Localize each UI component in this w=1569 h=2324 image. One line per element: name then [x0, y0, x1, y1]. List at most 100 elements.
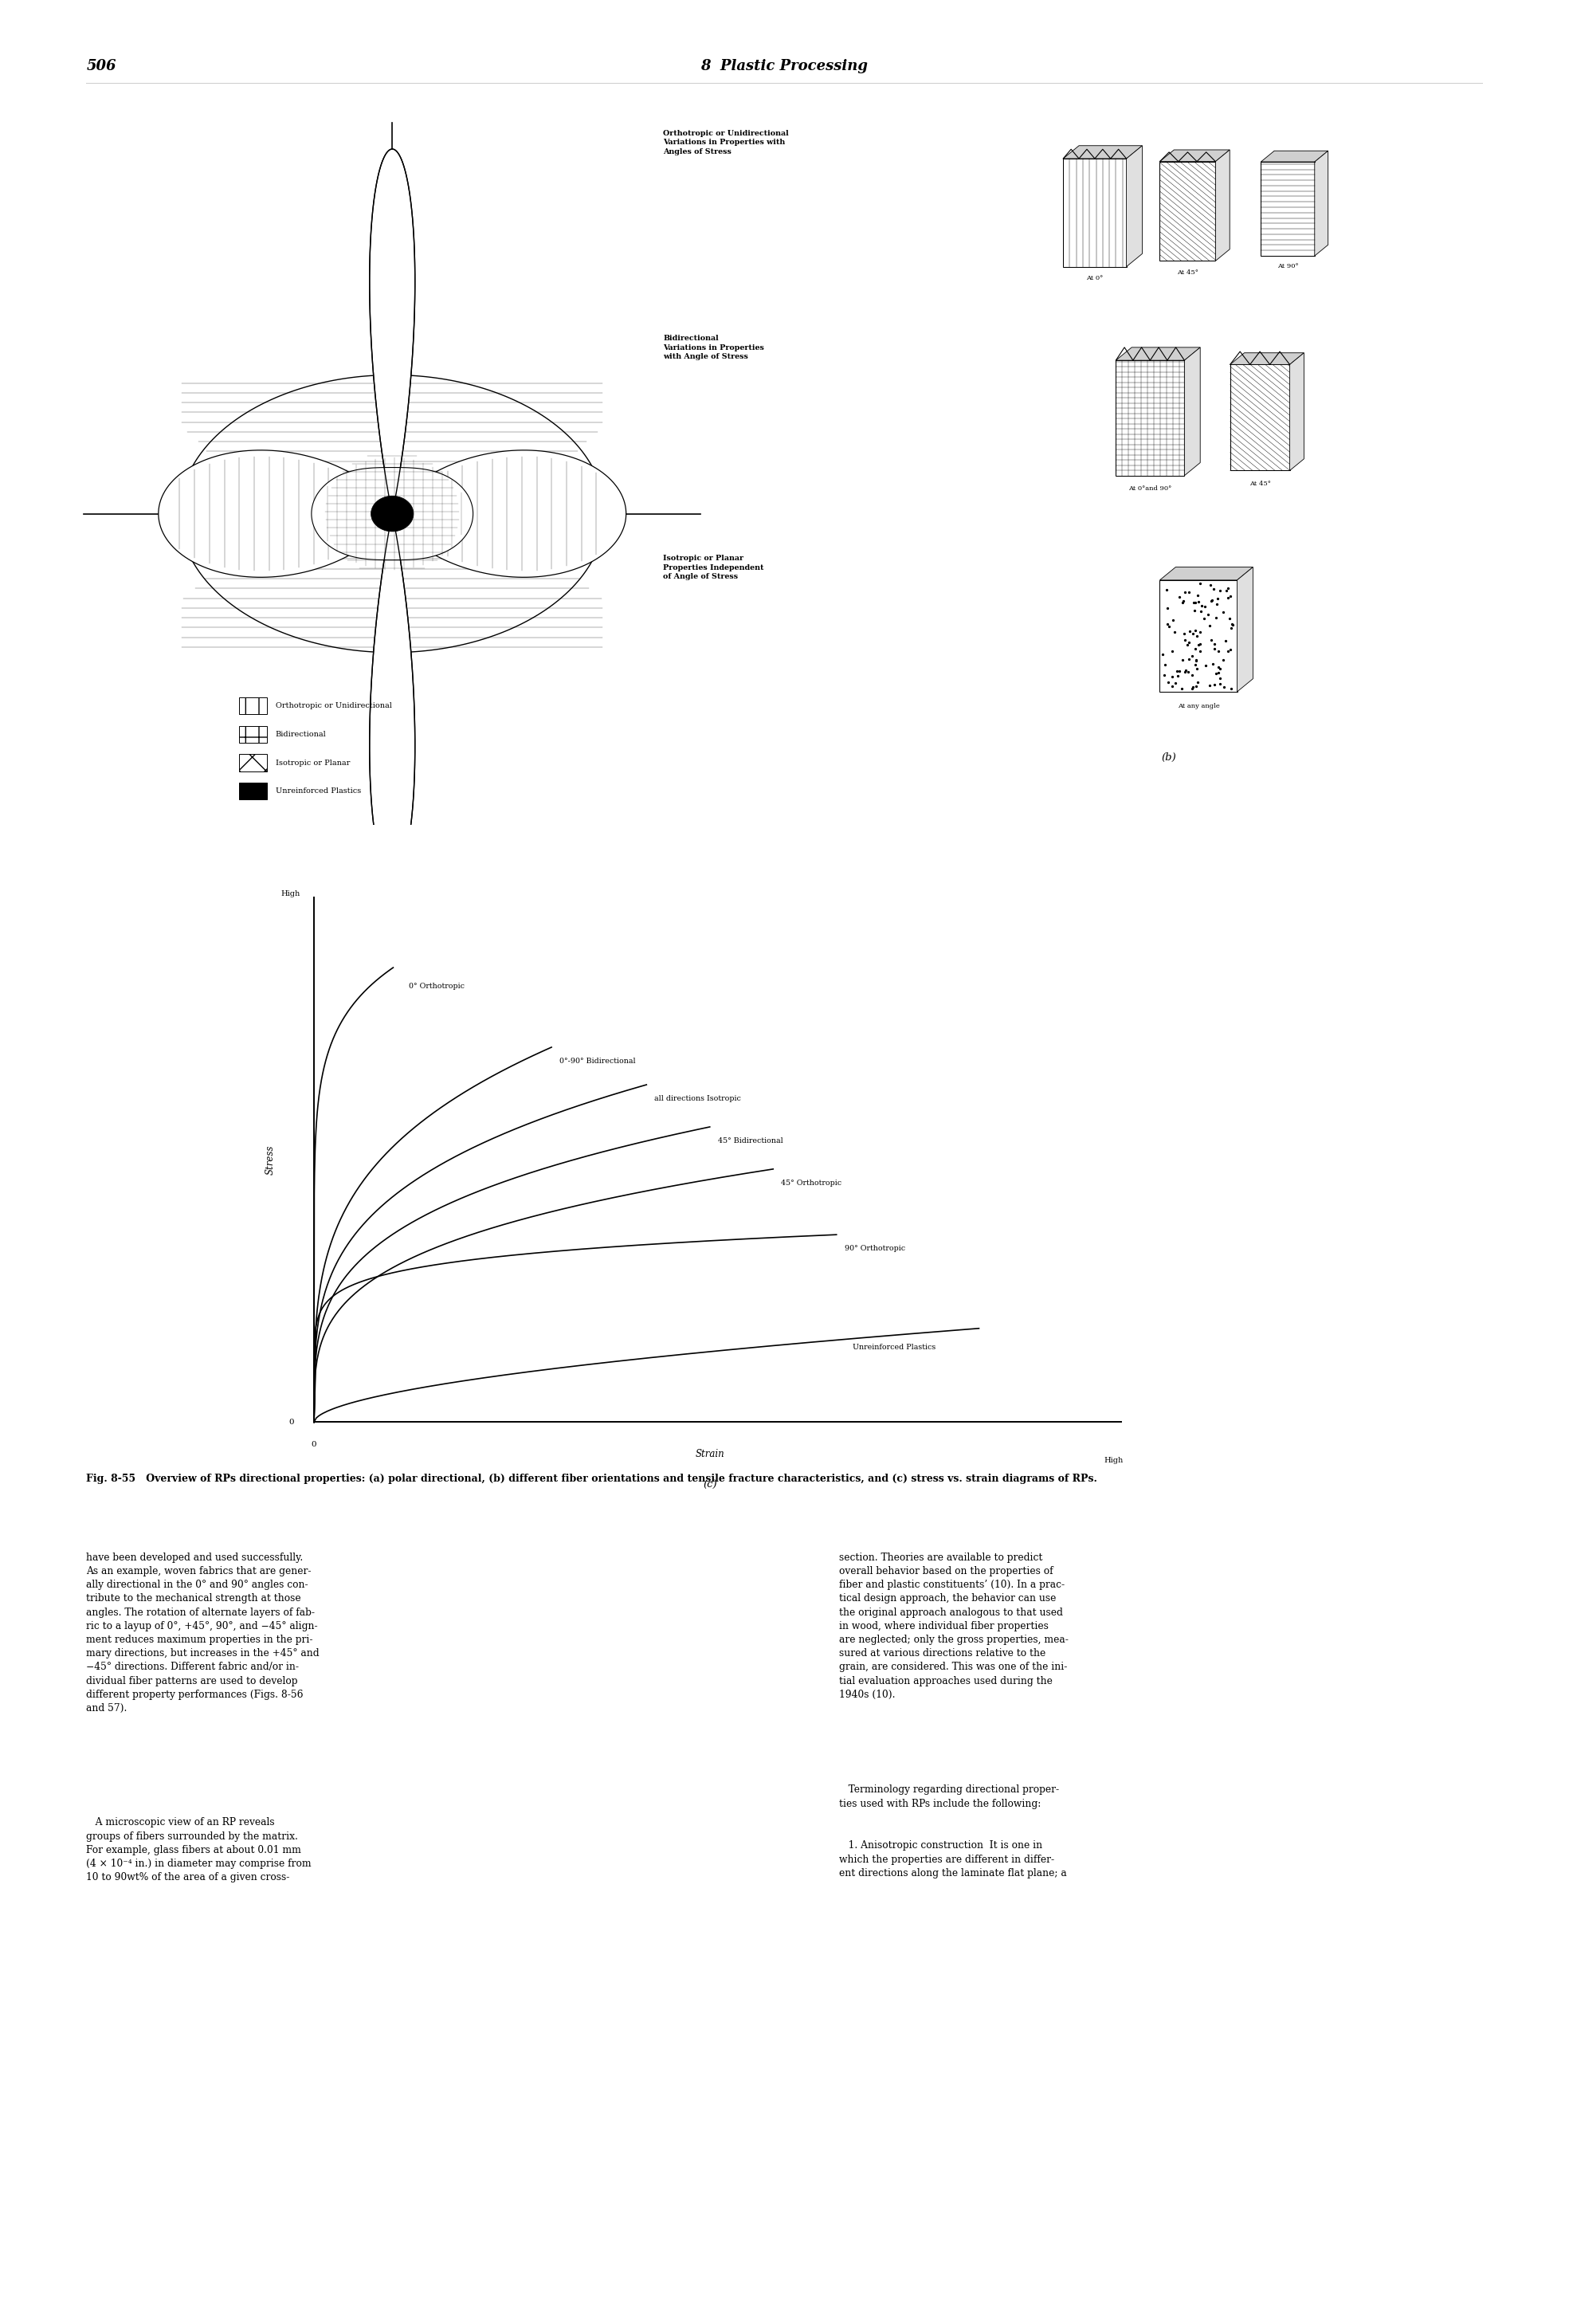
- Point: [1192, 646, 1218, 683]
- Point: [1186, 625, 1211, 662]
- Point: [1188, 565, 1213, 602]
- Point: [1200, 569, 1225, 607]
- Text: 45° Bidirectional: 45° Bidirectional: [717, 1136, 783, 1143]
- Point: [1164, 653, 1189, 690]
- Text: At any angle: At any angle: [1177, 702, 1219, 709]
- Point: [1199, 621, 1224, 658]
- Point: [1153, 646, 1178, 683]
- Text: At 90°: At 90°: [1277, 263, 1298, 270]
- Point: [1199, 581, 1224, 618]
- Point: [1219, 607, 1244, 644]
- Text: 0: 0: [289, 1418, 295, 1425]
- Point: [1177, 614, 1202, 651]
- Polygon shape: [1236, 567, 1254, 693]
- Text: 8  Plastic Processing: 8 Plastic Processing: [701, 58, 868, 74]
- Point: [1197, 607, 1222, 644]
- Point: [1203, 586, 1229, 623]
- Point: [1207, 651, 1232, 688]
- Point: [1208, 665, 1233, 702]
- Polygon shape: [392, 451, 626, 576]
- Text: Stress: Stress: [265, 1146, 276, 1174]
- Point: [1150, 634, 1175, 672]
- Point: [1191, 600, 1216, 637]
- Text: (c): (c): [703, 1480, 717, 1490]
- Point: [1200, 646, 1225, 683]
- Point: [1185, 576, 1210, 614]
- Point: [1172, 623, 1197, 660]
- Point: [1180, 658, 1205, 695]
- Polygon shape: [1216, 149, 1230, 260]
- Text: 45° Orthotropic: 45° Orthotropic: [781, 1181, 841, 1188]
- Text: Isotropic or Planar: Isotropic or Planar: [275, 760, 350, 767]
- Text: At 45°: At 45°: [1249, 481, 1271, 486]
- Polygon shape: [1127, 146, 1142, 267]
- Point: [1203, 655, 1229, 693]
- Point: [1218, 576, 1243, 614]
- Text: 506: 506: [86, 58, 116, 74]
- Point: [1218, 632, 1243, 669]
- Point: [1214, 572, 1240, 609]
- Text: High: High: [1105, 1457, 1123, 1464]
- Text: High: High: [281, 890, 300, 897]
- Text: Fig. 8-55   Overview of RPs directional properties: (a) polar directional, (b) d: Fig. 8-55 Overview of RPs directional pr…: [86, 1473, 1097, 1483]
- Polygon shape: [1230, 353, 1304, 365]
- Point: [1207, 572, 1232, 609]
- Polygon shape: [1185, 346, 1200, 476]
- Point: [1211, 669, 1236, 706]
- Text: (a): (a): [384, 809, 400, 820]
- Point: [1177, 641, 1202, 679]
- Bar: [238, 697, 267, 713]
- Point: [1156, 607, 1181, 644]
- Point: [1183, 667, 1208, 704]
- Point: [1218, 600, 1243, 637]
- Point: [1180, 614, 1205, 651]
- Point: [1183, 646, 1208, 683]
- Point: [1175, 625, 1200, 662]
- Text: Orthotropic or Unidirectional: Orthotropic or Unidirectional: [275, 702, 392, 709]
- Point: [1172, 653, 1197, 690]
- Text: At 45°: At 45°: [1177, 270, 1199, 277]
- Point: [1205, 653, 1230, 690]
- Text: Bidirectional: Bidirectional: [275, 730, 326, 739]
- Point: [1170, 641, 1196, 679]
- Bar: [238, 783, 267, 799]
- Point: [1192, 588, 1218, 625]
- Text: Bidirectional
Variations in Properties
with Angle of Stress: Bidirectional Variations in Properties w…: [664, 335, 764, 360]
- Point: [1185, 641, 1210, 679]
- Point: [1213, 623, 1238, 660]
- Point: [1219, 669, 1244, 706]
- Text: At 0°: At 0°: [1086, 274, 1103, 281]
- Polygon shape: [312, 467, 472, 560]
- Text: Isotropic or Planar
Properties Independent
of Angle of Stress: Isotropic or Planar Properties Independe…: [664, 555, 764, 581]
- Text: A microscopic view of an RP reveals
groups of fibers surrounded by the matrix.
F: A microscopic view of an RP reveals grou…: [86, 1817, 312, 1882]
- Point: [1177, 623, 1202, 660]
- Polygon shape: [370, 514, 414, 878]
- Polygon shape: [180, 374, 604, 653]
- Point: [1172, 616, 1197, 653]
- Text: (b): (b): [1161, 753, 1177, 762]
- Point: [1180, 669, 1205, 706]
- Polygon shape: [370, 495, 414, 532]
- Bar: [1261, 163, 1315, 256]
- Point: [1211, 641, 1236, 679]
- Point: [1155, 590, 1180, 627]
- Point: [1167, 579, 1192, 616]
- Text: At 0°and 90°: At 0°and 90°: [1128, 486, 1172, 493]
- Polygon shape: [1064, 146, 1142, 158]
- Polygon shape: [1290, 353, 1304, 469]
- Polygon shape: [1116, 346, 1200, 360]
- Text: all directions Isotropic: all directions Isotropic: [654, 1095, 741, 1102]
- Point: [1202, 625, 1227, 662]
- Bar: [1159, 160, 1216, 260]
- Bar: [1159, 581, 1236, 693]
- Point: [1216, 579, 1241, 616]
- Point: [1183, 641, 1208, 679]
- Text: have been developed and used successfully.
As an example, woven fabrics that are: have been developed and used successfull…: [86, 1552, 320, 1713]
- Point: [1207, 632, 1232, 669]
- Text: Orthotropic or Unidirectional
Variations in Properties with
Angles of Stress: Orthotropic or Unidirectional Variations…: [664, 130, 789, 156]
- Point: [1159, 658, 1185, 695]
- Point: [1183, 583, 1208, 621]
- Point: [1221, 607, 1246, 644]
- Point: [1155, 665, 1180, 702]
- Polygon shape: [370, 149, 414, 514]
